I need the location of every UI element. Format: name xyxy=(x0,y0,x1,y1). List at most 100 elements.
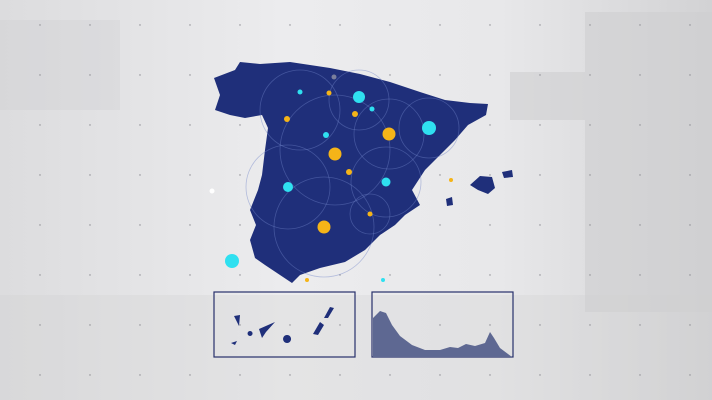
grid-dot xyxy=(39,74,41,76)
grid-dot xyxy=(489,374,491,376)
grid-dot xyxy=(139,374,141,376)
grid-dot xyxy=(689,224,691,226)
cyan-marker xyxy=(283,182,293,192)
mallorca xyxy=(470,176,495,194)
grid-dot xyxy=(189,174,191,176)
grid-dot xyxy=(539,374,541,376)
yellow-marker xyxy=(328,147,342,161)
grid-dot xyxy=(589,324,591,326)
grid-dot xyxy=(489,174,491,176)
grid-dot xyxy=(39,374,41,376)
grid-dot xyxy=(439,324,441,326)
yellow-marker xyxy=(382,127,396,141)
white-marker xyxy=(209,188,215,194)
grid-dot xyxy=(289,24,291,26)
grid-dot xyxy=(439,74,441,76)
ring xyxy=(353,98,425,170)
grid-dot xyxy=(639,374,641,376)
ring xyxy=(259,69,341,151)
background-block xyxy=(585,12,712,312)
grid-dot xyxy=(439,374,441,376)
grid-dot xyxy=(489,124,491,126)
ring xyxy=(245,144,331,230)
grid-dot xyxy=(189,24,191,26)
grid-dot xyxy=(239,324,241,326)
grid-dot xyxy=(689,174,691,176)
grid-dot xyxy=(539,224,541,226)
grid-dot xyxy=(139,124,141,126)
grid-dot xyxy=(39,124,41,126)
canary-island xyxy=(259,322,275,338)
grid-dot xyxy=(639,274,641,276)
ring xyxy=(279,94,391,206)
grid-dot xyxy=(689,24,691,26)
grid-dot xyxy=(239,124,241,126)
grid-dot xyxy=(539,174,541,176)
grid-dot xyxy=(289,324,291,326)
canary-island xyxy=(247,331,253,336)
yellow-marker xyxy=(284,116,290,122)
grid-dot xyxy=(189,124,191,126)
markers xyxy=(209,74,453,282)
background-block xyxy=(0,20,120,110)
grid-dot xyxy=(189,324,191,326)
grid-dot xyxy=(489,74,491,76)
canary-island xyxy=(313,322,324,335)
grid-dot xyxy=(539,324,541,326)
grid-dot xyxy=(539,274,541,276)
grid-dot xyxy=(489,274,491,276)
grid-dot xyxy=(39,24,41,26)
grid-dot xyxy=(89,124,91,126)
grid-dot xyxy=(139,224,141,226)
grid-dot xyxy=(639,224,641,226)
grid-dot xyxy=(489,224,491,226)
canary-island xyxy=(324,307,334,318)
grid-dot xyxy=(639,74,641,76)
grid-dot xyxy=(239,224,241,226)
grid-dot xyxy=(689,74,691,76)
grid-dot xyxy=(89,324,91,326)
grid-dot xyxy=(589,124,591,126)
grid-dot xyxy=(189,374,191,376)
yellow-marker xyxy=(326,90,332,96)
grid-dot xyxy=(589,274,591,276)
cyan-marker xyxy=(323,132,329,138)
grid-dot xyxy=(689,374,691,376)
cyan-marker xyxy=(422,121,436,135)
cyan-marker xyxy=(225,254,239,268)
yellow-marker xyxy=(449,178,453,182)
grid-dot xyxy=(539,24,541,26)
grid-dot xyxy=(689,324,691,326)
grid-dot xyxy=(39,324,41,326)
grid-dot xyxy=(439,224,441,226)
grid-dot xyxy=(89,224,91,226)
grid-dot xyxy=(489,324,491,326)
grid-dot xyxy=(139,174,141,176)
grid-dot xyxy=(589,24,591,26)
grid-dot xyxy=(239,374,241,376)
grid-dot xyxy=(239,174,241,176)
grid-dot xyxy=(439,274,441,276)
background-block xyxy=(510,72,585,120)
grid-dot xyxy=(539,124,541,126)
canary-island xyxy=(234,315,240,326)
background-band xyxy=(0,295,712,400)
grid-dot xyxy=(89,374,91,376)
grid-dot xyxy=(639,24,641,26)
grid-dot xyxy=(389,24,391,26)
canary-island xyxy=(231,341,237,345)
canary-islands xyxy=(231,307,334,345)
grid-dot xyxy=(639,174,641,176)
grid-dot xyxy=(439,174,441,176)
yellow-marker xyxy=(317,220,331,234)
grid-dot xyxy=(139,74,141,76)
grid-dot xyxy=(89,274,91,276)
grid-dot xyxy=(639,324,641,326)
cyan-marker xyxy=(369,106,375,112)
ring xyxy=(273,176,375,278)
grid-dot xyxy=(39,274,41,276)
gray-marker xyxy=(331,74,337,80)
ring-overlay xyxy=(245,69,460,278)
ring xyxy=(398,97,460,159)
